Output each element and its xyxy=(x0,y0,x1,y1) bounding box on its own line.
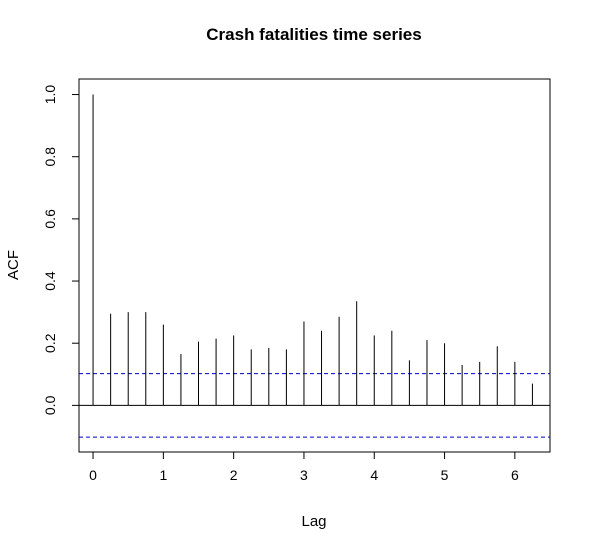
x-tick-label: 3 xyxy=(300,467,308,483)
y-axis-label: ACF xyxy=(5,250,22,280)
y-tick-label: 1.0 xyxy=(42,85,58,105)
y-tick-label: 0.0 xyxy=(42,395,58,415)
x-tick-label: 2 xyxy=(230,467,238,483)
plot-frame xyxy=(78,78,551,453)
x-tick-label: 0 xyxy=(89,467,97,483)
y-tick-label: 0.8 xyxy=(42,147,58,167)
x-axis-label: Lag xyxy=(301,513,326,530)
plot-marks: 0 1 2 3 4 5 6 0.0 0.2 0.4 0.6 0.8 1.0 xyxy=(42,85,550,483)
y-tick-label: 0.6 xyxy=(42,209,58,229)
x-tick-label: 6 xyxy=(511,467,519,483)
y-tick-label: 0.4 xyxy=(42,271,58,291)
x-tick-label: 5 xyxy=(441,467,449,483)
chart-title: Crash fatalities time series xyxy=(206,25,421,44)
x-tick-label: 4 xyxy=(370,467,378,483)
y-tick-label: 0.2 xyxy=(42,333,58,353)
x-tick-label: 1 xyxy=(159,467,167,483)
